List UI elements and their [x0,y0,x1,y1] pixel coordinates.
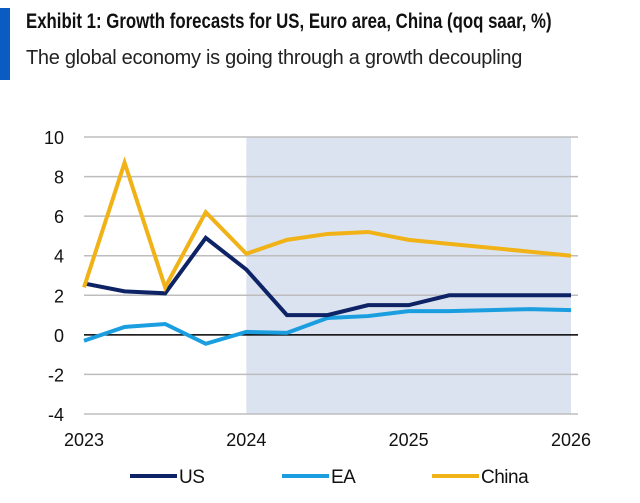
y-tick-label: 8 [54,168,64,188]
y-tick-label: 4 [54,247,64,267]
legend-label: US [179,467,204,488]
legend-label: EA [331,467,356,488]
forecast-shading [246,137,572,414]
y-tick-label: 6 [54,207,64,227]
x-tick-label: 2023 [64,430,104,450]
y-tick-label: -4 [48,405,64,425]
chart-subtitle: The global economy is going through a gr… [26,47,523,69]
y-tick-label: 2 [54,286,64,306]
x-tick-label: 2025 [389,430,429,450]
x-tick-label: 2024 [226,430,266,450]
y-tick-label: 10 [44,128,64,148]
title-accent-bar [0,8,10,80]
x-tick-label: 2026 [551,430,591,450]
chart-title: Exhibit 1: Growth forecasts for US, Euro… [26,10,552,33]
y-tick-label: -2 [48,365,64,385]
y-tick-label: 0 [54,326,64,346]
series-line-ea [83,307,572,346]
series-line-china [82,156,572,293]
series-line-us [83,235,571,318]
legend-label: China [481,467,529,488]
